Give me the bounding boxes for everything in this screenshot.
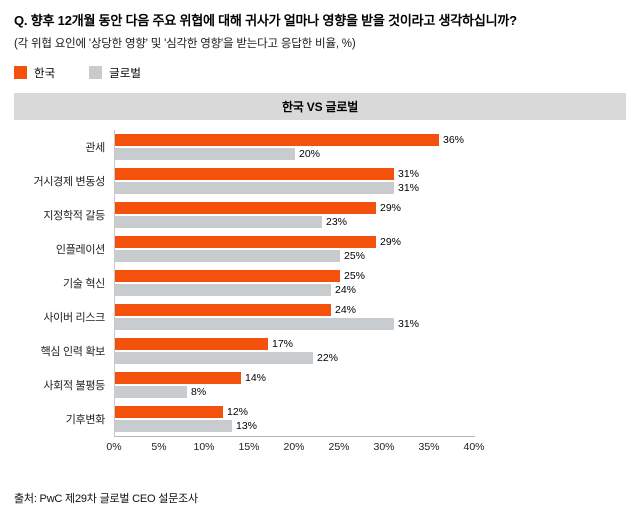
legend-item: 글로벌 <box>89 65 141 81</box>
x-tick-label: 0% <box>106 440 122 453</box>
bar-group: 36% 20% <box>115 130 475 164</box>
bar-글로벌 <box>115 351 313 364</box>
chart-band-title: 한국 VS 글로벌 <box>14 92 626 120</box>
bar-line: 24% <box>115 283 475 296</box>
category-label: 기후변화 <box>65 413 106 426</box>
bar-group: 12% 13% <box>115 402 475 436</box>
x-tick-label: 25% <box>328 440 350 453</box>
bar-line: 22% <box>115 351 475 364</box>
value-label: 31% <box>398 181 420 194</box>
bar-글로벌 <box>115 283 331 296</box>
bar-글로벌 <box>115 147 295 160</box>
value-label: 12% <box>227 405 249 418</box>
x-tick-label: 40% <box>463 440 485 453</box>
x-tick-label: 30% <box>373 440 395 453</box>
value-label: 13% <box>236 419 258 432</box>
bar-line: 20% <box>115 147 475 160</box>
bar-group: 25% 24% <box>115 266 475 300</box>
bar-line: 25% <box>115 249 475 262</box>
bar-line: 31% <box>115 167 475 180</box>
bar-line: 14% <box>115 371 475 384</box>
bar-line: 8% <box>115 385 475 398</box>
bar-글로벌 <box>115 249 340 262</box>
bar-한국 <box>115 371 241 384</box>
value-label: 24% <box>335 303 357 316</box>
x-tick-label: 5% <box>151 440 167 453</box>
source-note: 출처: PwC 제29차 글로벌 CEO 설문조사 <box>14 493 198 505</box>
bar-group: 31% 31% <box>115 164 475 198</box>
legend: 한국 글로벌 <box>14 65 626 81</box>
bar-line: 31% <box>115 181 475 194</box>
bar-한국 <box>115 269 340 282</box>
value-label: 29% <box>380 201 402 214</box>
bar-line: 29% <box>115 201 475 214</box>
category-label: 지정학적 갈등 <box>43 209 105 222</box>
bar-한국 <box>115 303 331 316</box>
bar-line: 12% <box>115 405 475 418</box>
category-label: 사이버 리스크 <box>43 311 105 324</box>
value-label: 25% <box>344 269 366 282</box>
legend-item: 한국 <box>14 65 55 81</box>
x-tick-label: 15% <box>238 440 260 453</box>
value-label: 22% <box>317 351 339 364</box>
bar-line: 36% <box>115 133 475 146</box>
value-label: 24% <box>335 283 357 296</box>
bar-group: 29% 25% <box>115 232 475 266</box>
bar-한국 <box>115 235 376 248</box>
value-label: 20% <box>299 147 321 160</box>
value-label: 25% <box>344 249 366 262</box>
x-axis-ticks: 0% 5% 10% 15% 20% 25% 30% 35% 40% <box>106 437 484 455</box>
bar-한국 <box>115 167 394 180</box>
bar-group: 17% 22% <box>115 334 475 368</box>
bar-line: 13% <box>115 419 475 432</box>
bar-글로벌 <box>115 215 322 228</box>
value-label: 23% <box>326 215 348 228</box>
chart-subtitle: (각 위협 요인에 '상당한 영향' 및 '심각한 영향'을 받는다고 응답한 … <box>14 37 356 50</box>
value-label: 17% <box>272 337 294 350</box>
bar-글로벌 <box>115 385 187 398</box>
legend-label: 한국 <box>34 67 56 80</box>
category-label: 기술 혁신 <box>62 277 105 290</box>
bar-group: 24% 31% <box>115 300 475 334</box>
bar-한국 <box>115 201 376 214</box>
bar-line: 24% <box>115 303 475 316</box>
legend-label: 글로벌 <box>109 67 141 80</box>
category-label: 사회적 불평등 <box>43 379 105 392</box>
bar-line: 29% <box>115 235 475 248</box>
x-tick-label: 35% <box>418 440 440 453</box>
category-label: 핵심 인력 확보 <box>40 345 106 358</box>
bar-line: 25% <box>115 269 475 282</box>
bar-글로벌 <box>115 419 232 432</box>
bar-한국 <box>115 405 223 418</box>
x-tick-label: 20% <box>283 440 305 453</box>
legend-swatch-icon <box>14 66 27 80</box>
axis-spacer <box>14 437 114 455</box>
value-label: 14% <box>245 371 267 384</box>
bar-한국 <box>115 133 439 146</box>
chart-question-title: Q. 향후 12개월 동안 다음 주요 위협에 대해 귀사가 얼마나 영향을 받… <box>14 13 517 28</box>
value-label: 31% <box>398 167 420 180</box>
x-tick-label: 10% <box>193 440 215 453</box>
plot-area: 36% 20% 31% 31% 29% 23% 29% 25% 25% 24% 24% 31% 17% 2… <box>114 129 475 437</box>
bar-group: 29% 23% <box>115 198 475 232</box>
x-axis: 0% 5% 10% 15% 20% 25% 30% 35% 40% <box>14 437 626 455</box>
legend-swatch-icon <box>89 66 103 80</box>
bar-글로벌 <box>115 181 394 194</box>
category-label: 관세 <box>85 141 105 154</box>
bar-글로벌 <box>115 317 394 330</box>
value-label: 31% <box>398 317 420 330</box>
category-label: 거시경제 변동성 <box>33 175 106 188</box>
bar-한국 <box>115 337 268 350</box>
bar-group: 14% 8% <box>115 368 475 402</box>
value-label: 8% <box>191 385 207 398</box>
value-label: 29% <box>380 235 402 248</box>
bar-line: 31% <box>115 317 475 330</box>
bar-line: 23% <box>115 215 475 228</box>
value-label: 36% <box>443 133 465 146</box>
category-label: 인플레이션 <box>55 243 105 256</box>
bar-line: 17% <box>115 337 475 350</box>
